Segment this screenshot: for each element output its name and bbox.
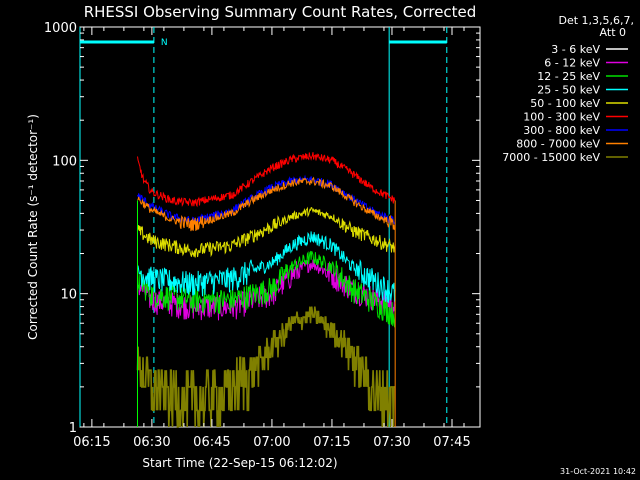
legend-label: 50 - 100 keV bbox=[530, 97, 600, 110]
x-tick-label: 07:15 bbox=[313, 435, 350, 450]
x-axis-label: Start Time (22-Sep-15 06:12:02) bbox=[142, 456, 337, 470]
series-line-8 bbox=[137, 176, 396, 232]
timestamp: 31-Oct-2021 10:42 bbox=[560, 467, 636, 476]
legend-header-line-2: Att 0 bbox=[600, 26, 626, 39]
legend-label: 7000 - 15000 keV bbox=[502, 151, 600, 164]
axes: 06:15 06:30 06:45 07:00 07:15 07:30 07:45 1 10 10… bbox=[44, 21, 480, 450]
y-tick-label: 100 bbox=[52, 154, 77, 169]
series-line-4 bbox=[137, 231, 396, 303]
x-tick-label: 07:30 bbox=[373, 435, 410, 450]
x-tick-label: 06:30 bbox=[133, 435, 170, 450]
chart-title: RHESSI Observing Summary Count Rates, Co… bbox=[84, 3, 477, 21]
series-line-5 bbox=[137, 206, 396, 258]
legend-label: 800 - 7000 keV bbox=[516, 138, 600, 151]
legend-label: 12 - 25 keV bbox=[537, 70, 600, 83]
series-line-6 bbox=[137, 152, 396, 208]
legend-label: 3 - 6 keV bbox=[551, 43, 600, 56]
series-line-2 bbox=[137, 259, 396, 321]
legend-label: 100 - 300 keV bbox=[523, 111, 600, 124]
x-tick-label: 07:45 bbox=[433, 435, 470, 450]
x-tick-label: 06:45 bbox=[193, 435, 230, 450]
x-tick-label: 06:15 bbox=[73, 435, 110, 450]
y-tick-label: 1 bbox=[69, 421, 77, 436]
series-line-3 bbox=[137, 250, 396, 328]
series-line-1 bbox=[137, 203, 396, 223]
y-tick-label: 10 bbox=[60, 288, 77, 303]
flag-label: N bbox=[161, 38, 168, 48]
legend-header-line-1: Det 1,3,5,6,7, bbox=[558, 14, 634, 27]
legend-label: 25 - 50 keV bbox=[537, 84, 600, 97]
y-axis-label: Corrected Count Rate (s⁻¹ detector⁻¹) bbox=[26, 114, 40, 340]
y-tick-label: 1000 bbox=[44, 21, 77, 36]
saa-flag-group: N bbox=[79, 27, 448, 427]
legend-label: 300 - 800 keV bbox=[523, 124, 600, 137]
series-layer bbox=[136, 152, 396, 428]
x-tick-label: 07:00 bbox=[253, 435, 290, 450]
legend-label: 6 - 12 keV bbox=[544, 57, 600, 70]
series-line-9 bbox=[136, 306, 396, 428]
